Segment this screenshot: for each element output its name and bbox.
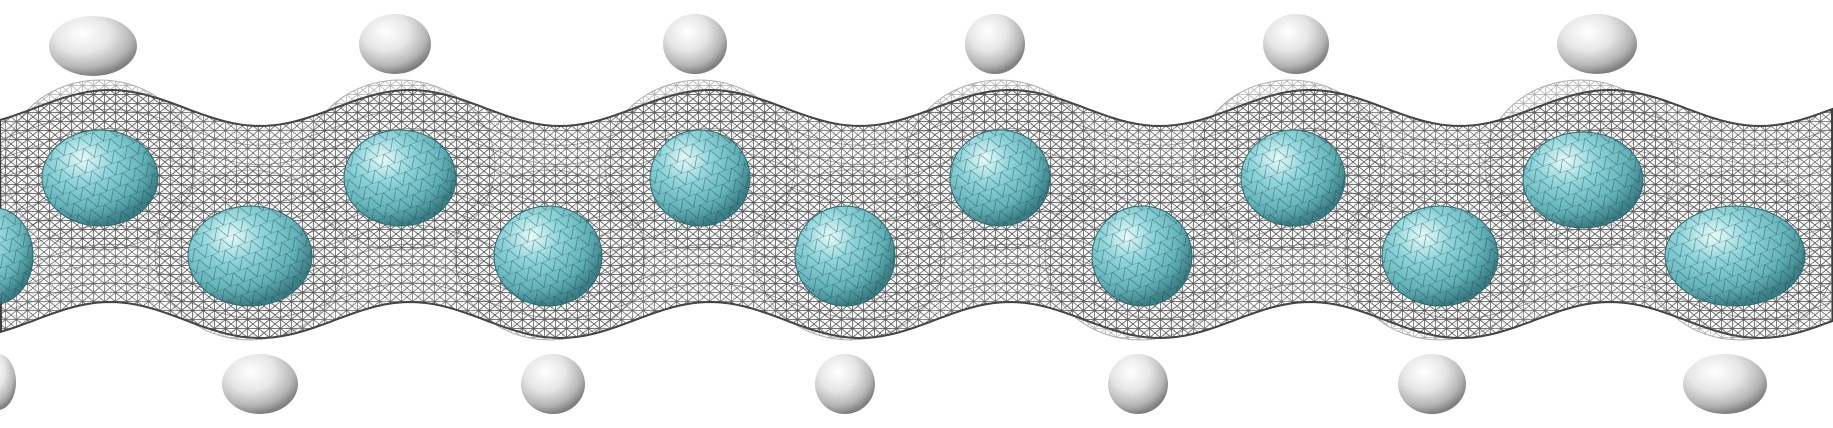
- cyan-sphere-icon: [949, 129, 1051, 227]
- cyan-sphere-icon: [343, 129, 457, 227]
- white-sphere-icon: [1108, 354, 1168, 414]
- cyan-sphere-icon: [41, 129, 159, 227]
- cyan-sphere-icon: [0, 207, 34, 305]
- cyan-sphere-icon: [1664, 205, 1806, 307]
- cyan-sphere-icon: [1240, 129, 1346, 227]
- core-atoms: [0, 129, 1806, 307]
- white-sphere-icon: [1557, 14, 1637, 74]
- white-sphere-icon: [521, 354, 585, 414]
- cyan-sphere-icon: [794, 205, 896, 307]
- cyan-sphere-icon: [1091, 205, 1193, 307]
- wireframe-mesh-icon: [0, 79, 1833, 341]
- white-sphere-icon: [965, 14, 1025, 74]
- white-sphere-icon: [0, 354, 16, 410]
- cyan-sphere-icon: [649, 129, 751, 227]
- white-sphere-icon: [222, 354, 298, 414]
- white-sphere-icon: [1398, 354, 1466, 414]
- white-sphere-icon: [815, 354, 875, 414]
- white-sphere-icon: [359, 14, 431, 74]
- outer-atoms: [0, 14, 1767, 414]
- cyan-sphere-icon: [1381, 205, 1499, 307]
- white-sphere-icon: [49, 16, 137, 76]
- white-sphere-icon: [1683, 354, 1767, 414]
- cyan-sphere-icon: [493, 205, 603, 307]
- cyan-sphere-icon: [1522, 131, 1644, 229]
- white-sphere-icon: [1263, 14, 1329, 74]
- cyan-sphere-icon: [187, 205, 313, 307]
- white-sphere-icon: [663, 14, 727, 74]
